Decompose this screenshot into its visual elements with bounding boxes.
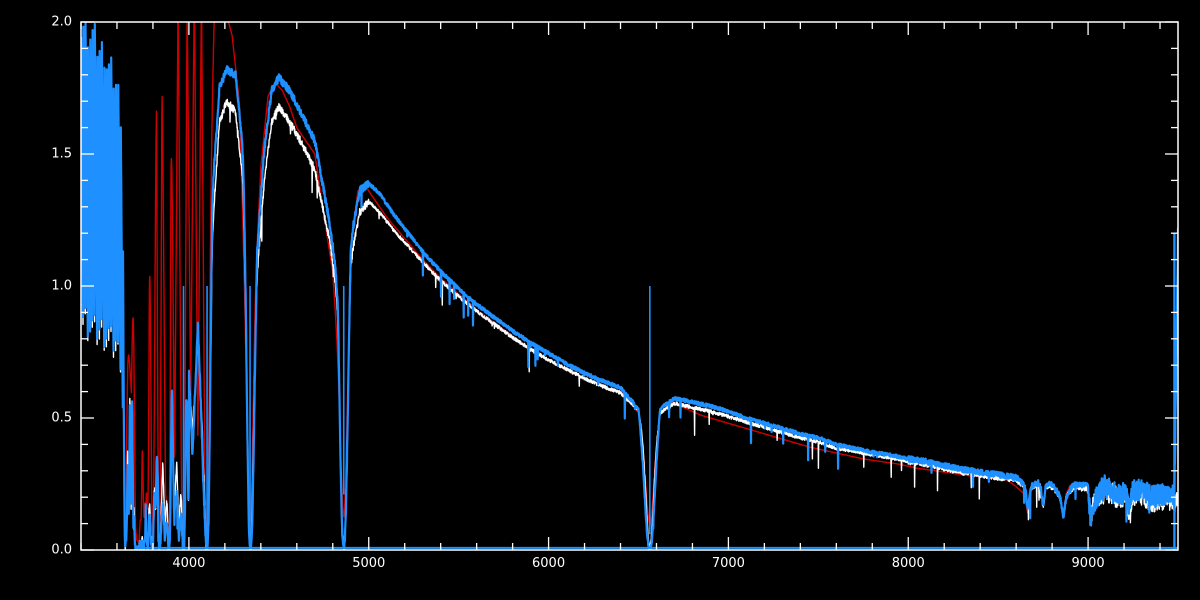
x-tick-label: 5000	[352, 556, 386, 571]
x-tick-label: 6000	[532, 556, 566, 571]
y-tick-label: 2.0	[51, 14, 72, 30]
x-tick-label: 7000	[711, 556, 745, 571]
x-tick-label: 4000	[172, 556, 206, 571]
y-tick-label: 1.5	[51, 146, 72, 162]
y-tick-label: 0.0	[51, 542, 72, 558]
x-tick-label: 8000	[891, 556, 925, 571]
y-tick-label: 1.0	[51, 278, 72, 294]
series-observed-2	[81, 22, 1178, 550]
y-tick-label: 0.5	[51, 410, 72, 426]
plot-frame	[80, 21, 1179, 551]
x-tick-label: 9000	[1071, 556, 1105, 571]
